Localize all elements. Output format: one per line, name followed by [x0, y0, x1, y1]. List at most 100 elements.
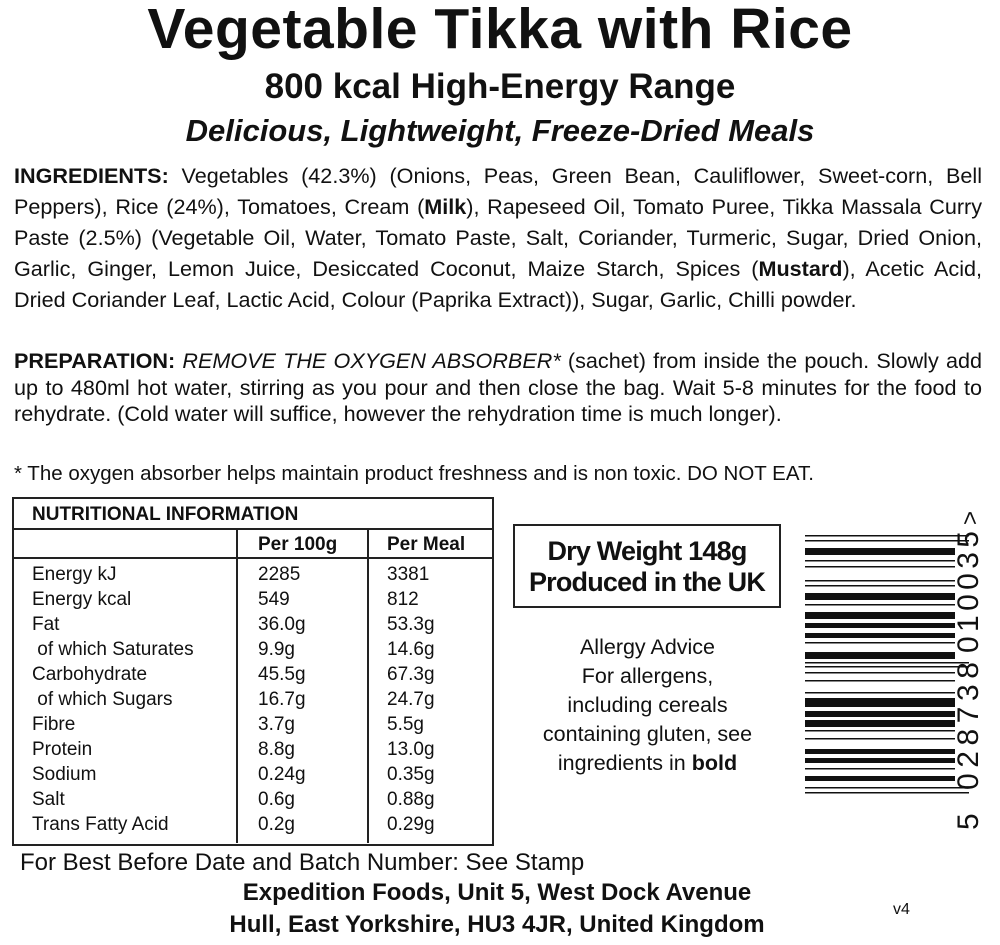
nutrient-name: Fibre [32, 714, 76, 735]
barcode-bar [805, 758, 955, 763]
nutrition-column-headers: Per 100g Per Meal [14, 530, 492, 559]
value-per-meal: 0.88g [387, 789, 435, 810]
nutrition-heading: NUTRITIONAL INFORMATION [14, 499, 492, 530]
barcode-bar [805, 749, 955, 754]
value-per-100g: 2285 [258, 564, 301, 585]
allergy-line: ingredients in bold [557, 751, 738, 775]
per-100g-column: 2285 549 36.0g 9.9g 45.5g 16.7g 3.7g 8.8g 0.24g 0… [238, 559, 369, 843]
allergen-highlight: Mustard [758, 256, 843, 281]
allergy-line: containing gluten, see [542, 722, 753, 746]
barcode-bar [805, 642, 955, 644]
value-per-meal: 53.3g [387, 614, 435, 635]
value-per-meal: 13.0g [387, 739, 435, 760]
value-per-meal: 0.35g [387, 764, 435, 785]
product-subtitle: 800 kcal High-Energy Range [264, 67, 736, 106]
value-per-meal: 0.29g [387, 814, 435, 835]
ingredients-segment: ), Rapeseed Oil, Tomato Puree, Tikka Mas… [14, 194, 983, 281]
barcode-bar [805, 612, 955, 619]
barcode-bar [805, 548, 955, 555]
value-per-100g: 9.9g [258, 639, 295, 660]
nutrient-names-column: Energy kJ Energy kcal Fat of which Saturat… [14, 559, 238, 843]
nutrient-name: Protein [32, 739, 93, 760]
value-per-meal: 14.6g [387, 639, 435, 660]
preparation-warning: REMOVE THE OXYGEN ABSORBER* [182, 348, 561, 373]
nutrient-name: Salt [32, 789, 65, 810]
barcode-bar [805, 738, 955, 740]
barcode-digit-first: 5 [952, 813, 985, 830]
allergy-line: including cereals [567, 693, 728, 717]
version-label: v4 [893, 901, 910, 918]
dry-weight: Dry Weight 148g [547, 536, 747, 566]
nutrient-name: Carbohydrate [32, 664, 148, 685]
ingredients-paragraph: INGREDIENTS: Vegetables (42.3%) (Onions,… [14, 160, 982, 315]
oxygen-absorber-note: * The oxygen absorber helps maintain pro… [14, 462, 814, 485]
barcode-bar [805, 566, 955, 568]
barcode-bar [805, 720, 955, 727]
ingredients-segment: ), Acetic Acid, Dried Coriander Leaf, La… [14, 256, 982, 312]
barcode: 5 028738 010035 > [805, 511, 985, 830]
barcode-bar [805, 692, 955, 694]
barcode-bar [805, 580, 955, 582]
barcode-bar [805, 535, 969, 537]
value-per-100g: 0.24g [258, 764, 306, 785]
address-line-2: Hull, East Yorkshire, HU3 4JR, United Ki… [229, 911, 765, 938]
barcode-digits-right: 010035 [952, 531, 985, 653]
barcode-bar [805, 711, 955, 717]
barcode-bar [805, 672, 955, 674]
barcode-bar [805, 768, 955, 770]
ingredients-text: Vegetables (42.3%) (Onions, Peas, Green … [14, 163, 982, 312]
weight-origin-box: Dry Weight 148g Produced in the UK [513, 524, 781, 608]
value-per-meal: 3381 [387, 564, 430, 585]
value-per-meal: 812 [387, 589, 419, 610]
barcode-bar [805, 792, 969, 794]
value-per-100g: 16.7g [258, 689, 306, 710]
nutrient-name: Sodium [32, 764, 97, 785]
allergy-advice: Allergy Advice For allergens, including … [510, 633, 785, 778]
value-per-meal: 24.7g [387, 689, 435, 710]
nutrient-name: Trans Fatty Acid [32, 814, 169, 835]
barcode-bar [805, 585, 955, 587]
barcode-bar [805, 787, 969, 789]
barcode-bar [805, 623, 955, 628]
value-per-100g: 549 [258, 589, 290, 610]
barcode-bar [805, 593, 955, 600]
column-header-nutrient [14, 530, 238, 557]
preparation-paragraph: PREPARATION: REMOVE THE OXYGEN ABSORBER*… [14, 348, 982, 428]
best-before-note: For Best Before Date and Batch Number: S… [20, 849, 585, 876]
nutrition-table: NUTRITIONAL INFORMATION Per 100g Per Mea… [12, 497, 494, 846]
barcode-bar [805, 680, 955, 682]
barcode-bar [805, 776, 955, 781]
product-title: Vegetable Tikka with Rice [147, 0, 853, 61]
nutrient-name: Fat [32, 614, 60, 635]
per-meal-column: 3381 812 53.3g 14.6g 67.3g 24.7g 5.5g 13.0g 0.35… [369, 559, 492, 843]
value-per-100g: 0.2g [258, 814, 295, 835]
preparation-label: PREPARATION: [14, 348, 176, 373]
barcode-bar [805, 698, 955, 707]
nutrient-name: of which Saturates [32, 639, 194, 660]
barcode-bar [805, 652, 955, 659]
barcode-bar [805, 540, 969, 542]
barcode-bar [805, 604, 955, 606]
barcode-bar [805, 560, 955, 562]
column-header-per-100g: Per 100g [238, 530, 369, 557]
nutrient-name: Energy kJ [32, 564, 117, 585]
allergen-highlight: Milk [424, 194, 467, 219]
nutrient-name: Energy kcal [32, 589, 132, 610]
allergy-line: For allergens, [581, 664, 714, 688]
origin: Produced in the UK [528, 567, 766, 597]
value-per-100g: 45.5g [258, 664, 306, 685]
value-per-100g: 3.7g [258, 714, 295, 735]
nutrient-name: of which Sugars [32, 689, 173, 710]
barcode-bar [805, 730, 955, 732]
product-tagline: Delicious, Lightweight, Freeze-Dried Mea… [185, 113, 815, 148]
barcode-end-mark: > [957, 511, 984, 525]
value-per-100g: 36.0g [258, 614, 306, 635]
value-per-meal: 5.5g [387, 714, 424, 735]
address-line-1: Expedition Foods, Unit 5, West Dock Aven… [242, 879, 752, 906]
barcode-bar [805, 662, 969, 664]
value-per-100g: 0.6g [258, 789, 295, 810]
barcode-digits-left: 028738 [952, 662, 985, 790]
ingredients-label: INGREDIENTS: [14, 163, 169, 188]
value-per-meal: 67.3g [387, 664, 435, 685]
preparation-text: (sachet) from inside the pouch. Slowly a… [14, 348, 983, 426]
